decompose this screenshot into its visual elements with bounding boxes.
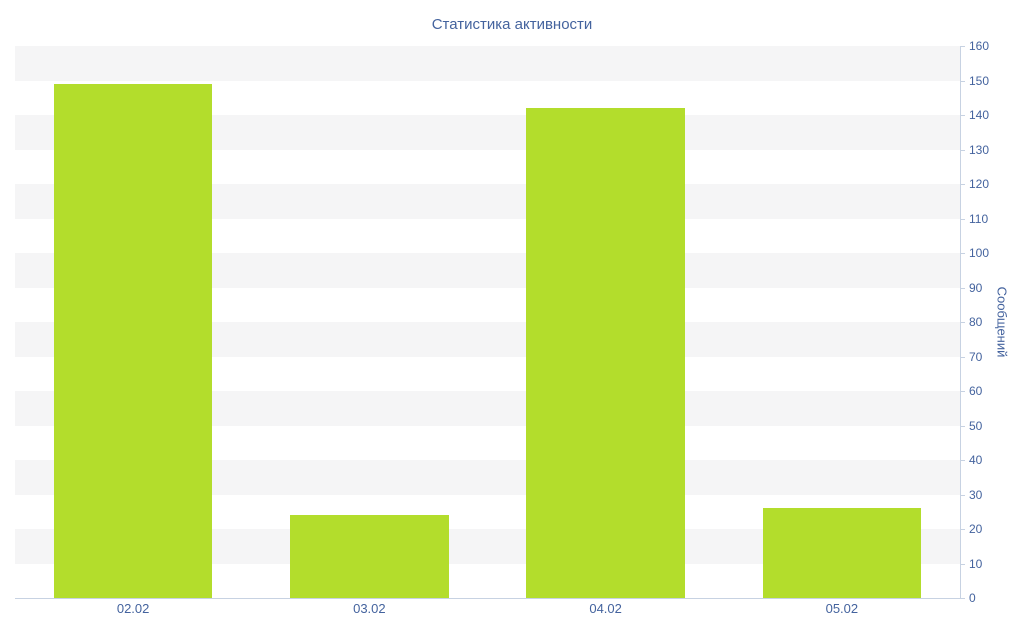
y-axis-line [960,46,961,599]
x-tick-label: 02.02 [116,601,150,616]
y-tick-label: 40 [969,453,983,467]
bar-04.02 [526,108,685,598]
chart-title: Статистика активности [431,16,593,33]
y-tick-label: 110 [969,211,989,226]
y-tick-label: 70 [969,349,983,364]
y-tick-label: 120 [969,177,990,191]
y-tick-label: 20 [969,522,983,536]
x-tick-label: 04.02 [589,601,622,616]
y-tick-label: 90 [969,280,983,295]
y-tick-label: 130 [969,142,990,157]
x-axis-line [15,598,961,599]
y-tick-label: 100 [969,246,990,260]
y-axis-title: Сообщений [994,286,1010,358]
y-tick-label: 140 [969,108,990,122]
plot-area [15,46,960,598]
y-tick-label: 60 [969,384,983,398]
x-tick-label: 05.02 [825,601,859,616]
bar-03.02 [290,515,449,598]
y-tick-label: 150 [969,73,990,88]
bar-05.02 [762,508,921,598]
y-tick-label: 50 [969,418,983,433]
x-tick-label: 03.02 [353,601,386,616]
y-tick-label: 80 [969,315,983,329]
grid-band [15,46,960,81]
x-axis: 02.02 03.02 04.02 05.02 [0,601,1024,621]
y-tick-label: 10 [969,556,983,571]
bar-02.02 [53,83,213,598]
y-tick-label: 30 [969,487,983,502]
y-tick-label: 160 [969,39,990,53]
